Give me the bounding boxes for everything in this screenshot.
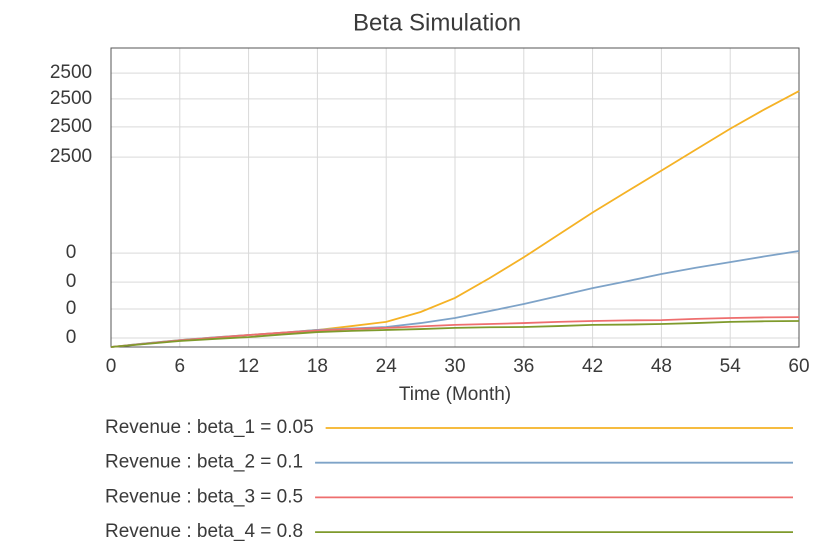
x-tick-label: 54 bbox=[720, 356, 742, 377]
x-tick-label: 42 bbox=[582, 356, 603, 377]
x-tick-label: 36 bbox=[513, 356, 534, 377]
chart-title: Beta Simulation bbox=[353, 9, 521, 36]
x-tick-label: 60 bbox=[788, 356, 809, 377]
legend-label: Revenue : beta_3 = 0.5 bbox=[105, 486, 303, 507]
y-tick-label: 2500 bbox=[50, 62, 92, 83]
y-tick-label: 0 bbox=[66, 271, 77, 292]
y-tick-label: 2500 bbox=[50, 116, 92, 137]
x-tick-label: 24 bbox=[376, 356, 398, 377]
y-tick-label: 0 bbox=[66, 327, 77, 348]
plot-frame bbox=[110, 47, 800, 348]
x-tick-label: 6 bbox=[175, 356, 186, 377]
x-tick-label: 0 bbox=[106, 356, 117, 377]
legend-label: Revenue : beta_2 = 0.1 bbox=[105, 452, 303, 473]
x-tick-label: 18 bbox=[307, 356, 328, 377]
x-tick-label: 12 bbox=[238, 356, 259, 377]
series-line bbox=[110, 316, 800, 348]
legend-label: Revenue : beta_1 = 0.05 bbox=[105, 417, 314, 438]
legend-label: Revenue : beta_4 = 0.8 bbox=[105, 521, 303, 542]
y-tick-label: 0 bbox=[66, 298, 77, 319]
x-axis-label: Time (Month) bbox=[399, 384, 511, 405]
y-tick-label: 2500 bbox=[50, 88, 92, 109]
x-tick-label: 48 bbox=[651, 356, 672, 377]
x-tick-label: 30 bbox=[444, 356, 465, 377]
series-line bbox=[110, 320, 800, 348]
y-tick-label: 2500 bbox=[50, 146, 92, 167]
y-tick-label: 0 bbox=[66, 242, 77, 263]
